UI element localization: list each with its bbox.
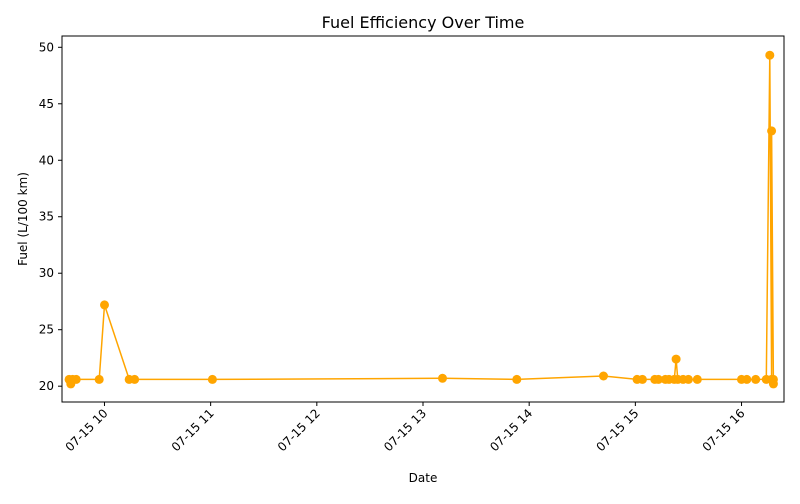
data-point [512, 374, 522, 384]
data-point [671, 354, 681, 364]
data-point [751, 374, 761, 384]
y-tick-label: 20 [39, 379, 54, 393]
data-point [207, 374, 217, 384]
plot-frame [61, 35, 785, 403]
data-point [100, 300, 109, 310]
data-point [653, 374, 663, 384]
data-point [692, 374, 702, 384]
y-tick-label: 45 [39, 97, 54, 111]
data-point [637, 374, 647, 384]
x-axis: 07-15 10 07-15 11 07-15 12 07-15 13 07-15 14… [63, 402, 748, 454]
data-point [765, 50, 775, 60]
data-point [130, 374, 140, 384]
y-axis-label: Fuel (L/100 km) [16, 172, 30, 266]
x-axis-label: Date [409, 471, 438, 485]
x-tick-label: 07-15 13 [381, 406, 429, 454]
data-point [742, 374, 752, 384]
y-tick-label: 50 [39, 40, 54, 54]
data-point [767, 126, 777, 136]
y-tick-label: 40 [39, 153, 54, 167]
data-point [71, 374, 81, 384]
x-tick-label: 07-15 15 [593, 406, 641, 454]
x-tick-label: 07-15 14 [487, 406, 535, 454]
series-layer [64, 50, 778, 389]
x-tick-label: 07-15 10 [63, 406, 111, 454]
data-point [599, 371, 608, 381]
y-tick-label: 25 [39, 323, 54, 337]
series-line [68, 55, 775, 386]
chart-title: Fuel Efficiency Over Time [322, 13, 525, 32]
data-point [94, 374, 104, 384]
data-point [683, 374, 693, 384]
y-tick-label: 30 [39, 266, 54, 280]
y-axis: 20 25 30 35 40 45 50 [39, 40, 62, 393]
data-point [768, 374, 778, 384]
x-tick-label: 07-15 11 [169, 406, 217, 454]
y-tick-label: 35 [39, 210, 54, 224]
x-tick-label: 07-15 16 [700, 406, 748, 454]
data-point [438, 373, 447, 383]
x-tick-label: 07-15 12 [275, 406, 323, 454]
